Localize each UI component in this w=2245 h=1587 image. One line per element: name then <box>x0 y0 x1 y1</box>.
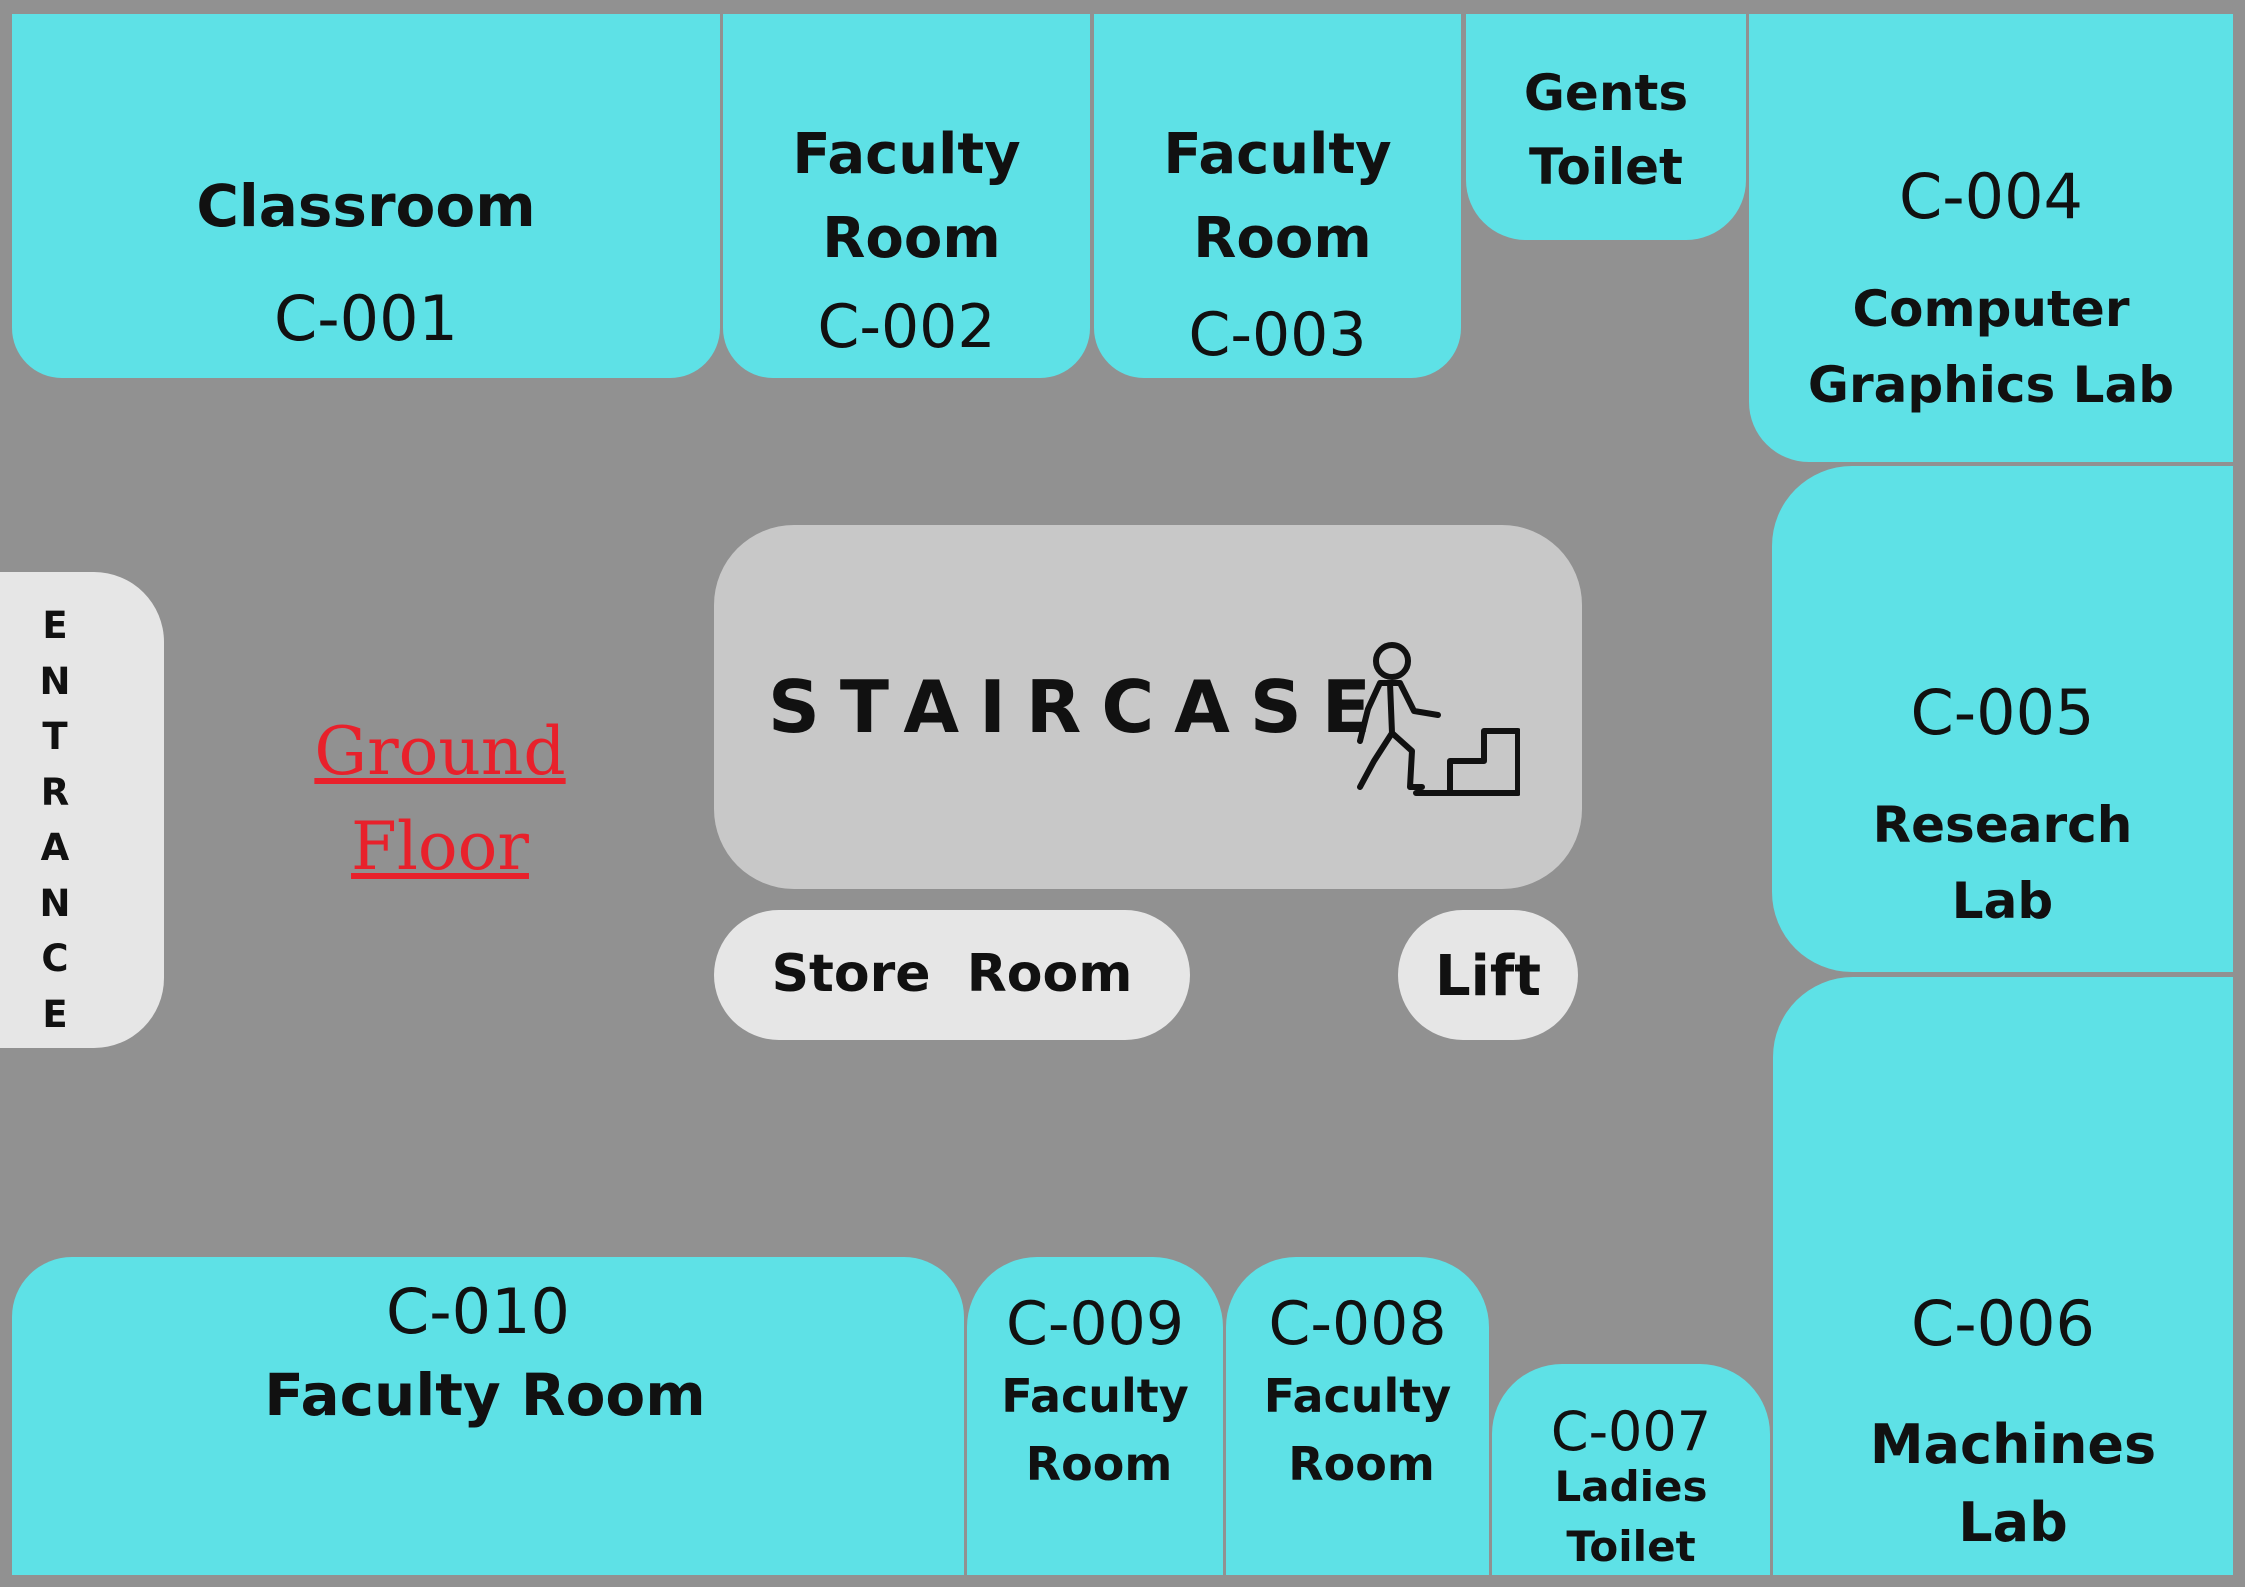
room-name-line1: Faculty <box>1163 122 1392 187</box>
room-c008[interactable]: C-008 Faculty Room <box>1226 1257 1489 1575</box>
entrance-letter: E <box>42 992 68 1036</box>
room-name-line1: Faculty <box>1001 1369 1189 1423</box>
room-name-line2: Lab <box>1951 872 2054 930</box>
room-name-line2: Room <box>1288 1437 1435 1491</box>
room-code: C-010 <box>385 1275 570 1348</box>
room-code: C-003 <box>1188 300 1367 370</box>
room-code: C-007 <box>1550 1400 1712 1463</box>
room-c009[interactable]: C-009 Faculty Room <box>967 1257 1223 1575</box>
room-code: C-006 <box>1910 1287 2095 1360</box>
room-name-line1: Gents <box>1523 64 1689 122</box>
staircase-label: STAIRCASE <box>768 665 1391 749</box>
room-code: C-001 <box>273 282 458 355</box>
room-name-line2: Toilet <box>1529 138 1683 196</box>
room-c007[interactable]: C-007 Ladies Toilet <box>1492 1364 1770 1575</box>
room-name-line2: Room <box>1193 206 1372 271</box>
store-room-label: Store Room <box>771 944 1133 1004</box>
room-c010[interactable]: C-010 Faculty Room <box>12 1257 964 1575</box>
room-code: C-008 <box>1268 1289 1447 1359</box>
room-code: C-009 <box>1005 1289 1185 1359</box>
room-name-line2: Room <box>1025 1437 1173 1491</box>
lift[interactable]: Lift <box>1398 910 1578 1040</box>
room-code: C-005 <box>1910 676 2095 749</box>
room-c005[interactable]: C-005 Research Lab <box>1772 466 2233 972</box>
room-c003[interactable]: Faculty Room C-003 <box>1094 14 1461 378</box>
room-name-line2: Lab <box>1958 1491 2068 1554</box>
room-name: Faculty Room <box>264 1361 706 1429</box>
room-name-line1: Machines <box>1869 1413 2157 1476</box>
room-name-line2: Graphics Lab <box>1807 356 2175 414</box>
entrance-letter: A <box>40 826 70 869</box>
floor-title-line2: Floor <box>351 808 529 885</box>
gents-toilet[interactable]: Gents Toilet <box>1466 14 1746 240</box>
room-name-line2: Room <box>822 206 1001 271</box>
room-c001[interactable]: Classroom C-001 <box>12 14 720 378</box>
stairs-climbing-person-icon <box>1357 642 1520 796</box>
room-name-line1: Ladies <box>1554 1462 1708 1511</box>
room-name: Classroom <box>196 172 536 240</box>
floor-title: Ground Floor <box>290 704 590 894</box>
room-code: C-004 <box>1898 160 2083 233</box>
room-c002[interactable]: Faculty Room C-002 <box>723 14 1090 378</box>
entrance-letter: N <box>39 659 71 703</box>
lift-label: Lift <box>1434 944 1541 1009</box>
staircase[interactable]: STAIRCASE <box>714 525 1582 889</box>
floor-title-line1: Ground <box>314 713 566 790</box>
room-c006[interactable]: C-006 Machines Lab <box>1773 977 2233 1575</box>
room-name-line1: Research <box>1872 796 2133 854</box>
room-name-line2: Toilet <box>1566 1522 1696 1571</box>
store-room[interactable]: Store Room <box>714 910 1190 1040</box>
room-c004[interactable]: C-004 Computer Graphics Lab <box>1749 14 2233 462</box>
room-name-line1: Computer <box>1852 280 2130 338</box>
entrance-letter: R <box>40 770 70 814</box>
entrance-letter: N <box>39 881 71 925</box>
entrance-letter: T <box>42 715 68 758</box>
room-name-line1: Faculty <box>792 122 1021 187</box>
entrance-letter: E <box>42 604 68 647</box>
room-name-line1: Faculty <box>1263 1369 1452 1423</box>
entrance-letter: C <box>41 937 69 980</box>
room-code: C-002 <box>817 292 996 362</box>
